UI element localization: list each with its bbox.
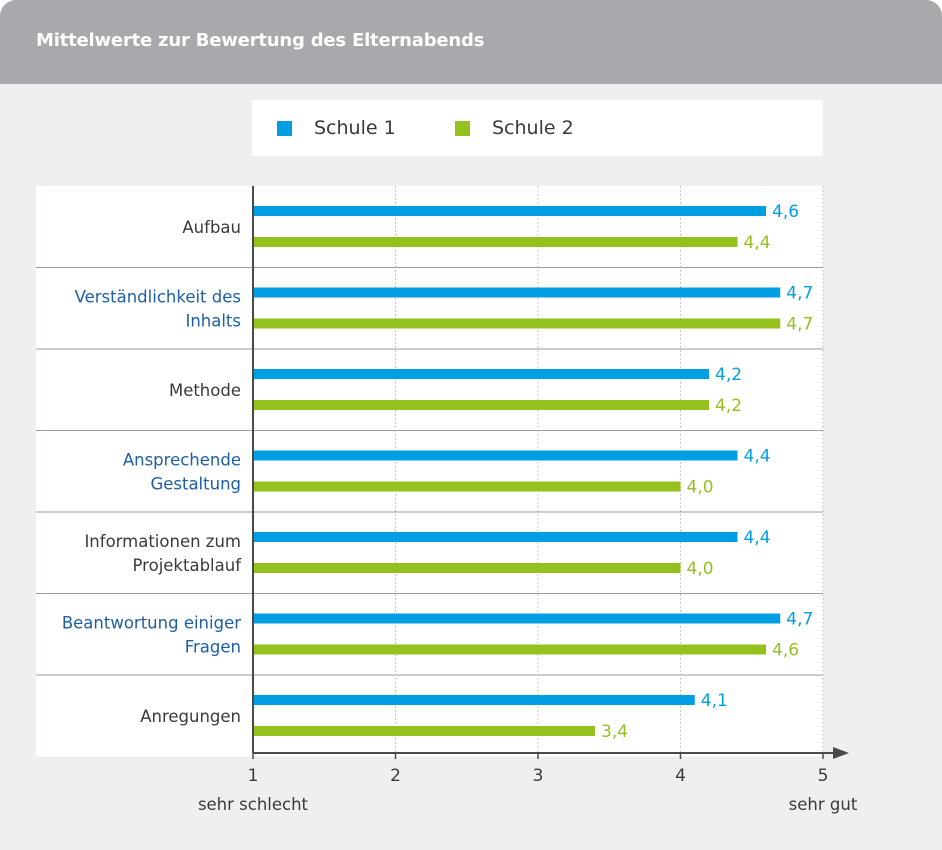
- x-axis-arrow: [833, 747, 849, 759]
- value-label-series-2: 4,0: [687, 478, 714, 498]
- value-label-series-1: 4,2: [715, 365, 742, 385]
- value-label-series-2: 4,2: [715, 396, 742, 416]
- legend-label-schule-1: Schule 1: [314, 117, 396, 139]
- value-label-series-1: 4,1: [701, 691, 728, 711]
- value-label-series-1: 4,4: [744, 528, 771, 548]
- category-label: Beantwortung einiger: [62, 613, 241, 632]
- category-row-bg: [36, 186, 823, 268]
- category-label: Gestaltung: [150, 474, 241, 493]
- value-label-series-1: 4,6: [772, 202, 799, 222]
- category-row-bg: [36, 267, 823, 349]
- category-row-bg: [36, 593, 823, 675]
- value-label-series-1: 4,4: [744, 447, 771, 467]
- x-min-label: sehr schlecht: [198, 795, 309, 814]
- value-label-series-2: 4,0: [687, 559, 714, 579]
- value-label-series-2: 4,7: [786, 315, 813, 335]
- bar-series-2: [253, 318, 781, 329]
- category-label: Inhalts: [185, 311, 241, 330]
- value-label-series-2: 3,4: [601, 722, 628, 742]
- value-label-series-1: 4,7: [786, 284, 813, 304]
- legend-label-schule-2: Schule 2: [492, 117, 574, 139]
- bar-series-1: [253, 613, 781, 624]
- value-label-series-1: 4,7: [786, 610, 813, 630]
- category-row-bg: [36, 430, 823, 512]
- legend-swatch-schule-2: [455, 120, 470, 136]
- legend-swatch-schule-1: [277, 120, 292, 136]
- category-row-bg: [36, 349, 823, 431]
- bar-series-2: [253, 400, 709, 410]
- bar-series-1: [253, 450, 738, 461]
- value-label-series-2: 4,6: [772, 641, 799, 661]
- x-max-label: sehr gut: [789, 795, 858, 814]
- bar-series-1: [253, 287, 781, 298]
- bar-series-2: [253, 237, 738, 247]
- bar-series-2: [253, 726, 595, 736]
- bar-series-1: [253, 369, 709, 379]
- chart-title: Mittelwerte zur Bewertung des Elternaben…: [36, 30, 485, 51]
- legend-item-schule-1: Schule 1: [277, 100, 396, 156]
- bar-series-2: [253, 644, 766, 655]
- category-label: Fragen: [185, 637, 241, 656]
- x-tick-label: 5: [818, 766, 829, 786]
- category-label: Methode: [169, 381, 241, 400]
- category-row-bg: [36, 675, 823, 757]
- x-tick-label: 2: [390, 766, 401, 786]
- category-label: Aufbau: [182, 218, 241, 237]
- category-label: Anregungen: [140, 707, 241, 726]
- value-label-series-2: 4,4: [744, 233, 771, 253]
- bar-series-1: [253, 695, 695, 705]
- chart-legend: Schule 1 Schule 2: [252, 100, 823, 156]
- category-row-bg: [36, 512, 823, 594]
- category-label: Projektablauf: [133, 556, 243, 575]
- bar-series-2: [253, 481, 681, 492]
- legend-item-schule-2: Schule 2: [455, 100, 574, 156]
- bar-series-1: [253, 532, 738, 542]
- bar-series-2: [253, 563, 681, 573]
- category-label: Informationen zum: [84, 532, 241, 551]
- chart-header: Mittelwerte zur Bewertung des Elternaben…: [0, 0, 942, 84]
- category-label: Ansprechende: [123, 450, 241, 469]
- x-tick-label: 3: [533, 766, 544, 786]
- bar-series-1: [253, 206, 766, 216]
- x-tick-label: 1: [248, 766, 259, 786]
- x-tick-label: 4: [675, 766, 686, 786]
- category-label: Verständlichkeit des: [75, 287, 241, 306]
